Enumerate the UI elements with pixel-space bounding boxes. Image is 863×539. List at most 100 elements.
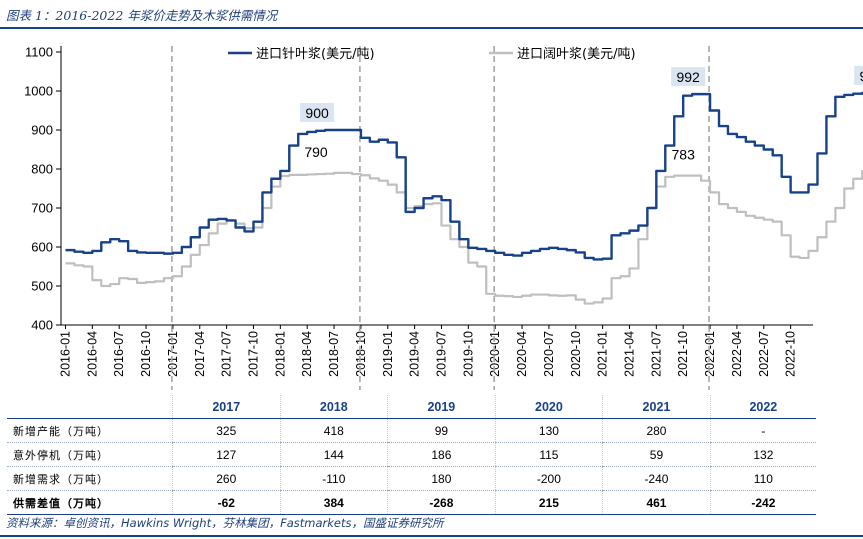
table-cell: 130	[494, 418, 603, 443]
data-label: 790	[304, 144, 328, 160]
y-tick-label: 800	[31, 162, 53, 177]
year-header: 2020	[494, 395, 603, 419]
x-tick-label: 2019-04	[408, 331, 422, 377]
legend-label: 进口针叶浆(美元/吨)	[256, 47, 375, 62]
x-tick-label: 2016-10	[139, 331, 153, 377]
table-cell: 215	[494, 490, 603, 515]
bottom-rule	[0, 535, 863, 537]
row-label: 供需差值（万吨）	[7, 490, 173, 515]
table-cell: 280	[602, 418, 711, 443]
x-tick-label: 2019-07	[434, 331, 448, 377]
x-tick-label: 2020-07	[542, 331, 556, 377]
year-header: 2021	[602, 395, 711, 419]
table-cell: 186	[387, 442, 496, 467]
row-label: 新增产能（万吨）	[7, 418, 173, 443]
table-cell: 115	[494, 442, 603, 467]
table-cell: 384	[279, 490, 388, 515]
table-row-new-capacity: 新增产能（万吨） 325 418 99 130 280 -	[7, 418, 816, 443]
data-label-background	[300, 103, 335, 122]
table-cell: 260	[172, 466, 281, 491]
y-tick-label: 400	[31, 318, 53, 333]
table-cell: 59	[602, 442, 711, 467]
table-row-new-demand: 新增需求（万吨） 260 -110 180 -200 -240 110	[7, 466, 816, 491]
year-header: 2022	[709, 395, 816, 419]
table-cell: 132	[709, 442, 816, 467]
x-tick-label: 2021-10	[676, 331, 690, 377]
hardwood-pulp-line	[65, 169, 863, 305]
x-tick-label: 2018-07	[327, 331, 341, 377]
y-tick-label: 900	[31, 123, 53, 138]
x-tick-label: 2022-04	[730, 331, 744, 377]
y-tick-label: 700	[31, 201, 53, 216]
row-label: 新增需求（万吨）	[7, 466, 173, 491]
legend-label: 进口阔叶浆(美元/吨)	[517, 47, 636, 62]
data-label-background	[671, 67, 706, 87]
table-cell: 110	[709, 466, 816, 491]
x-tick-label: 2021-04	[622, 331, 636, 377]
y-axis: 400 500 600 700 800 900 1000 1100	[24, 45, 62, 333]
x-tick-label: 2020-10	[569, 331, 583, 377]
x-tick-label: 2017-01	[166, 331, 180, 377]
x-tick-label: 2021-01	[596, 331, 610, 377]
year-header: 2019	[387, 395, 496, 419]
table-cell: -	[709, 418, 816, 443]
table-cell: -110	[279, 466, 388, 491]
x-tick-label: 2018-04	[300, 331, 314, 377]
x-tick-label: 2017-10	[246, 331, 260, 377]
table-cell: -62	[172, 490, 281, 515]
table-cell: 180	[387, 466, 496, 491]
data-labels: 900790992783995873	[300, 65, 863, 163]
data-label: 995	[860, 68, 863, 84]
x-tick-label: 2016-01	[58, 331, 72, 377]
year-header: 2018	[279, 395, 388, 419]
table-cell: 325	[172, 418, 281, 443]
table-header-row: 2017 2018 2019 2020 2021 2022	[7, 395, 816, 419]
table-cell: 461	[602, 490, 711, 515]
table-cell: -242	[709, 490, 816, 515]
table-cell: 144	[279, 442, 388, 467]
x-tick-label: 2018-10	[354, 331, 368, 377]
top-rule	[0, 27, 863, 29]
softwood-pulp-line	[65, 91, 863, 261]
table-cell: 127	[172, 442, 281, 467]
price-series	[65, 91, 863, 305]
table-corner	[7, 395, 173, 419]
x-tick-label: 2020-04	[515, 331, 529, 377]
x-tick-label: 2018-01	[273, 331, 287, 377]
x-tick-label: 2017-04	[193, 331, 207, 377]
x-tick-label: 2017-07	[220, 331, 234, 377]
x-tick-label: 2020-01	[488, 331, 502, 377]
x-tick-label: 2016-04	[85, 331, 99, 377]
supply-demand-table: 2017 2018 2019 2020 2021 2022 新增产能（万吨） 3…	[7, 395, 816, 515]
table-row-unplanned-downtime: 意外停机（万吨） 127 144 186 115 59 132	[7, 442, 816, 467]
data-label: 992	[676, 69, 700, 85]
data-label: 900	[305, 105, 329, 121]
data-label: 783	[672, 147, 696, 163]
source-note: 资料来源：卓创资讯，Hawkins Wright，芬林集团，Fastmarket…	[6, 516, 444, 530]
table-cell: -200	[494, 466, 603, 491]
y-tick-label: 600	[31, 240, 53, 255]
x-tick-label: 2016-07	[112, 331, 126, 377]
table-cell: 418	[279, 418, 388, 443]
period-divider-lines	[171, 46, 710, 390]
y-tick-label: 500	[31, 279, 53, 294]
x-tick-label: 2021-07	[649, 331, 663, 377]
table-row-supply-demand-gap: 供需差值（万吨） -62 384 -268 215 461 -242	[7, 490, 816, 515]
table-cell: 99	[387, 418, 496, 443]
x-tick-label: 2022-07	[757, 331, 771, 377]
x-tick-label: 2019-01	[381, 331, 395, 377]
row-label: 意外停机（万吨）	[7, 442, 173, 467]
legend: 进口针叶浆(美元/吨) 进口阔叶浆(美元/吨)	[228, 47, 636, 62]
y-tick-label: 1100	[25, 45, 53, 60]
table-cell: -268	[387, 490, 496, 515]
figure-title: 图表 1：2016-2022 年浆价走势及木浆供需情况	[6, 8, 278, 23]
x-tick-label: 2019-10	[461, 331, 475, 377]
x-tick-label: 2022-01	[703, 331, 717, 377]
x-axis: 2016-01 2016-04 2016-07 2016-10 2017-01 2017-…	[58, 324, 813, 377]
y-tick-label: 1000	[24, 84, 53, 99]
data-label-background	[854, 65, 863, 85]
table-cell: -240	[602, 466, 711, 491]
x-tick-label: 2022-10	[784, 331, 798, 377]
year-header: 2017	[172, 395, 281, 419]
